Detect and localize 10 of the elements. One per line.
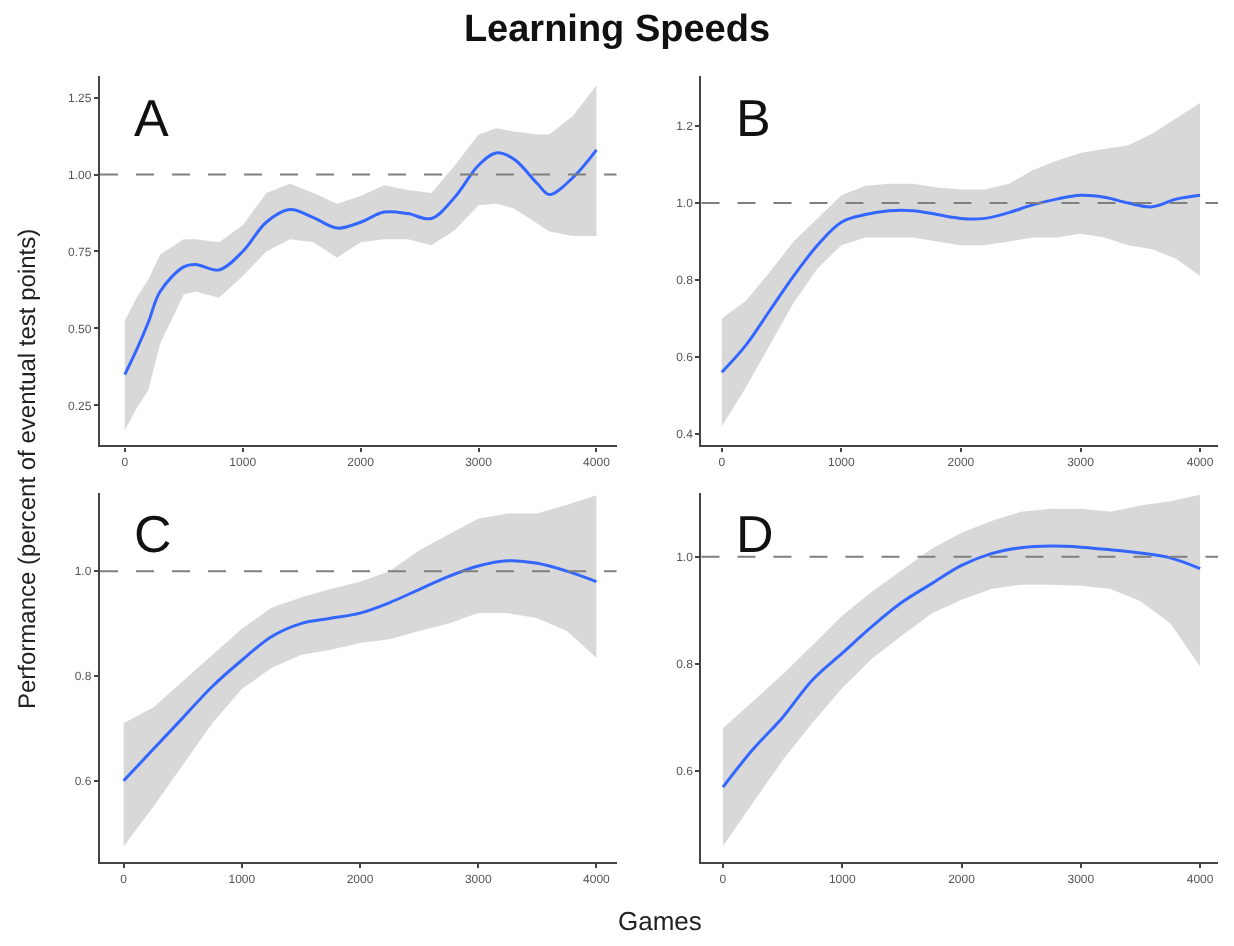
x-axis-title: Games	[618, 906, 703, 936]
annotation: C	[134, 504, 172, 564]
chart-title: Learning Speeds	[463, 8, 771, 51]
line-series	[720, 193, 1202, 374]
line-series	[123, 148, 598, 377]
line-series	[122, 559, 598, 783]
y-axis-title: Performance (percent of eventual test points)	[13, 228, 41, 709]
annotation: A	[134, 88, 170, 148]
annotation: D	[736, 504, 774, 564]
annotation: B	[736, 88, 771, 148]
